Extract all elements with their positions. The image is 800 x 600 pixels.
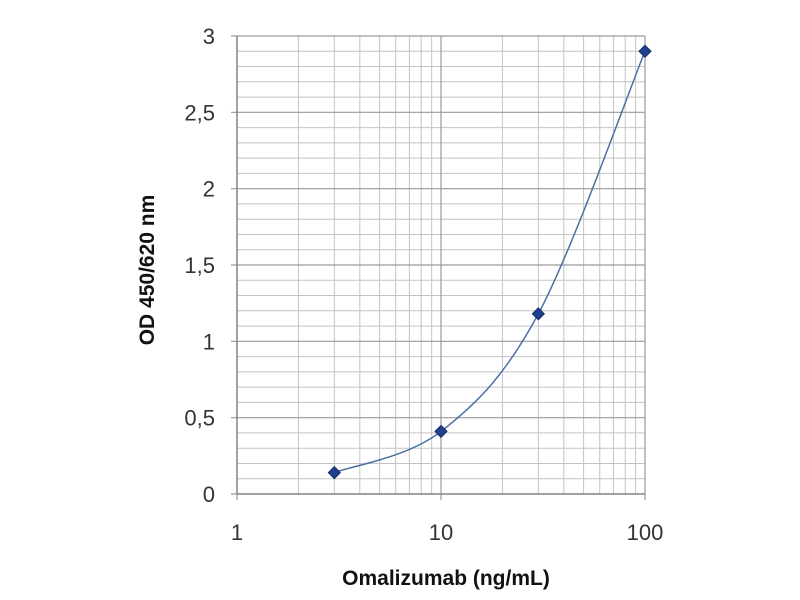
- series-line: [334, 50, 646, 474]
- x-tick-label: 1: [231, 520, 243, 545]
- y-axis-title: OD 450/620 nm: [136, 195, 159, 346]
- axes: [236, 36, 645, 495]
- y-tick-labels: 0 0,5 1 1,5 2 2,5 3: [184, 24, 215, 507]
- x-tick-label: 100: [627, 520, 664, 545]
- y-tick-label: 1,5: [184, 253, 215, 278]
- y-tick-label: 0: [203, 482, 215, 507]
- x-axis-title: Omalizumab (ng/mL): [342, 567, 550, 590]
- grid: [231, 35, 646, 500]
- y-tick-label: 1: [203, 329, 215, 354]
- data-point-marker: [531, 307, 546, 321]
- data-point-marker: [434, 424, 448, 439]
- y-tick-label: 3: [203, 24, 215, 49]
- x-tick-label: 10: [429, 520, 453, 545]
- data-point-marker: [638, 44, 652, 58]
- data-markers: [327, 44, 652, 480]
- data-point-marker: [327, 465, 342, 480]
- y-tick-label: 0,5: [184, 406, 215, 431]
- y-tick-label: 2,5: [184, 100, 215, 125]
- y-tick-label: 2: [203, 177, 215, 202]
- x-tick-labels: 1 10 100: [231, 520, 663, 545]
